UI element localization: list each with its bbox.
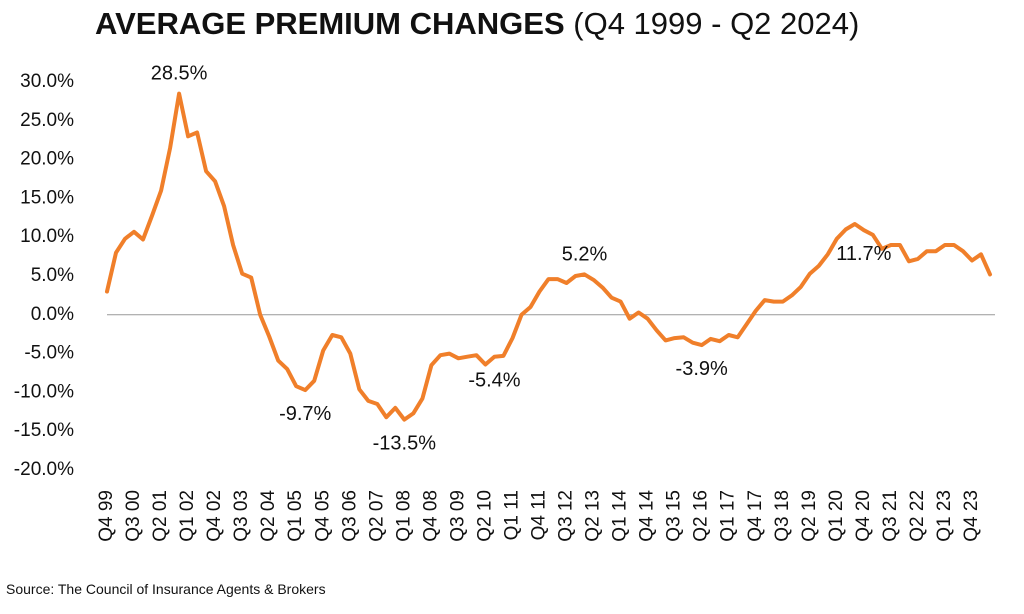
chart-title-group: AVERAGE PREMIUM CHANGES (Q4 1999 - Q2 20… — [95, 6, 859, 41]
x-tick-label: Q2 16 — [691, 490, 712, 542]
value-label: 28.5% — [151, 63, 208, 85]
x-tick-label: Q2 04 — [258, 490, 279, 542]
x-tick-label: Q4 20 — [853, 490, 874, 542]
x-tick-label: Q1 23 — [934, 490, 955, 542]
y-tick-label: 30.0% — [20, 71, 74, 92]
x-tick-label: Q1 08 — [393, 490, 414, 542]
x-tick-label: Q3 06 — [339, 490, 360, 542]
value-label: -3.9% — [676, 358, 728, 380]
x-tick-label: Q2 10 — [474, 490, 495, 542]
x-tick-label: Q3 15 — [664, 490, 685, 542]
value-label: -5.4% — [468, 370, 520, 392]
x-tick-label: Q1 11 — [501, 490, 522, 540]
x-tick-label: Q3 09 — [447, 490, 468, 542]
y-tick-label: 20.0% — [20, 149, 74, 170]
y-tick-label: 25.0% — [20, 110, 74, 131]
x-tick-label: Q3 12 — [556, 490, 577, 542]
x-tick-label: Q3 00 — [123, 490, 144, 542]
value-label: 5.2% — [976, 0, 1022, 5]
x-tick-label: Q2 22 — [907, 490, 928, 542]
y-tick-label: 15.0% — [20, 187, 74, 208]
x-tick-label: Q1 05 — [285, 490, 306, 542]
chart-title: AVERAGE PREMIUM CHANGES — [95, 6, 565, 41]
x-tick-label: Q4 02 — [204, 490, 225, 542]
source-note: Source: The Council of Insurance Agents … — [6, 581, 326, 597]
y-tick-label: -20.0% — [14, 459, 74, 480]
x-tick-label: Q4 11 — [529, 490, 550, 540]
x-tick-label: Q4 23 — [961, 490, 982, 542]
x-tick-label: Q2 19 — [799, 490, 820, 542]
x-tick-label: Q1 02 — [177, 490, 198, 542]
x-tick-label: Q4 99 — [96, 490, 117, 542]
y-tick-label: 10.0% — [20, 226, 74, 247]
x-tick-label: Q3 21 — [880, 490, 901, 542]
y-tick-label: 5.0% — [31, 265, 74, 286]
chart-subtitle: (Q4 1999 - Q2 2024) — [573, 6, 859, 41]
x-tick-label: Q4 05 — [312, 490, 333, 542]
data-line — [105, 91, 992, 422]
x-tick-label: Q4 17 — [745, 490, 766, 542]
x-tick-label: Q2 01 — [150, 490, 171, 542]
x-tick-label: Q4 14 — [637, 490, 658, 542]
value-label: -13.5% — [373, 433, 437, 455]
value-label: -9.7% — [279, 403, 331, 425]
y-tick-label: 0.0% — [31, 304, 74, 325]
x-tick-label: Q2 07 — [366, 490, 387, 542]
x-tick-label: Q3 18 — [772, 490, 793, 542]
x-tick-label: Q2 13 — [583, 490, 604, 542]
x-tick-label: Q3 03 — [231, 490, 252, 542]
y-tick-label: -15.0% — [14, 420, 74, 441]
x-tick-label: Q1 17 — [718, 490, 739, 542]
y-tick-label: -5.0% — [24, 343, 74, 364]
x-tick-label: Q4 08 — [420, 490, 441, 542]
x-tick-label: Q1 20 — [826, 490, 847, 542]
value-label: 11.7% — [836, 243, 891, 265]
y-tick-label: -10.0% — [14, 381, 74, 402]
x-tick-label: Q1 14 — [610, 490, 631, 542]
value-label: 5.2% — [562, 243, 608, 265]
